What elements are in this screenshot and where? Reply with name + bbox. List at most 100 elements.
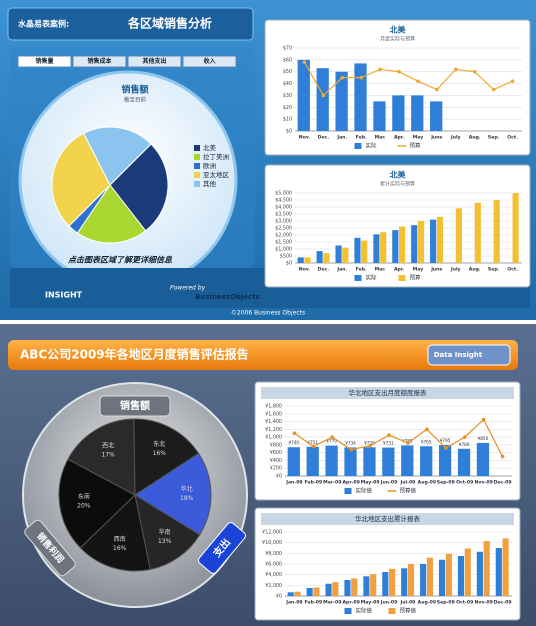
x-tick-label: Apr. [394, 135, 404, 141]
bar [344, 447, 357, 476]
bar [335, 245, 342, 263]
bar [325, 583, 332, 596]
tab[interactable] [182, 55, 237, 68]
y-tick-label: $4,000 [275, 205, 292, 211]
legend-label: 拉丁美洲 [203, 152, 229, 161]
legend-label: 预算值 [400, 607, 417, 615]
chart-subtitle: 月度实际与预算 [380, 36, 415, 43]
y-tick-label: $2,500 [275, 226, 292, 232]
slice-value: 18% [180, 495, 194, 502]
y-tick-label: ¥8,000 [265, 551, 282, 557]
bar-value-label: ¥751 [307, 440, 318, 445]
pie-slice [134, 452, 212, 536]
x-tick-label: Apr-09 [342, 600, 359, 606]
x-tick-label: Jun-09 [380, 600, 398, 606]
slice-name: 西南 [114, 535, 126, 543]
chart-title: 华北地区支出累计报表 [355, 514, 421, 523]
x-tick-label: May-09 [361, 600, 380, 606]
y-tick-label: ¥0 [276, 594, 282, 600]
x-tick-label: Feb-09 [305, 600, 323, 606]
x-tick-label: Dec. [318, 135, 330, 141]
bar [363, 447, 376, 476]
pie-slice [109, 143, 169, 232]
x-tick-label: Oct. [507, 135, 518, 141]
dashboard-title: 各区域销售分析 [127, 16, 212, 31]
bar [304, 257, 311, 263]
tab[interactable] [72, 55, 127, 68]
x-tick-label: May-09 [361, 480, 380, 486]
legend-swatch [194, 145, 200, 151]
bar [382, 572, 389, 596]
tab[interactable] [127, 55, 182, 68]
legend-label: 预算 [410, 274, 422, 282]
bar [344, 580, 351, 596]
x-tick-label: Mar. [375, 135, 386, 141]
bar [361, 240, 368, 263]
slice-name: 西北 [102, 441, 114, 449]
line-marker [368, 443, 372, 448]
y-tick-label: $10 [283, 117, 292, 123]
line-marker [302, 60, 307, 65]
tab[interactable] [17, 55, 72, 68]
legend-label: 实际值 [356, 607, 373, 615]
x-tick-label: Mar. [375, 267, 386, 273]
x-tick-label: Apr. [394, 267, 404, 273]
legend-swatch [344, 608, 352, 614]
logo: INSIGHT [45, 291, 83, 300]
x-tick-label: July [450, 135, 461, 141]
y-tick-label: $70 [283, 46, 292, 52]
legend-label: 预算值 [400, 487, 417, 495]
slice-value: 16% [113, 545, 127, 552]
pie-slice [82, 126, 152, 186]
bar [297, 59, 310, 131]
legend-label: 实际 [366, 274, 378, 282]
bar [287, 447, 300, 476]
line-marker [340, 75, 345, 80]
y-tick-label: ¥1,800 [265, 404, 282, 410]
bar-value-label: ¥779 [326, 439, 337, 444]
x-tick-label: June [430, 267, 442, 273]
chart-panel [264, 164, 531, 288]
chart-title: 北美 [390, 25, 407, 35]
y-tick-label: ¥400 [270, 458, 282, 464]
y-tick-label: ¥2,000 [265, 583, 282, 589]
legend-label: 其他 [203, 179, 217, 188]
legend-swatch [388, 608, 396, 614]
x-tick-label: Aug. [469, 135, 481, 141]
pie-button[interactable] [99, 395, 171, 417]
x-tick-label: Jul-09 [400, 480, 416, 486]
x-tick-label: Feb. [356, 267, 367, 273]
chart-panel [254, 381, 521, 501]
bar [401, 568, 408, 596]
copyright: ©2006 Business Objects [231, 310, 305, 317]
bar [332, 582, 339, 596]
legend-label: 北美 [203, 143, 217, 152]
x-tick-label: Jan-09 [285, 600, 302, 606]
legend-swatch [194, 154, 200, 160]
bar [420, 446, 433, 476]
x-tick-label: Nov-09 [474, 600, 492, 606]
y-tick-label: $50 [283, 69, 292, 75]
pie-button[interactable] [23, 519, 77, 578]
bar-value-label: ¥731 [383, 441, 394, 446]
line-marker [435, 87, 439, 92]
data-insight-button[interactable] [427, 344, 511, 366]
data-insight-label: Data Insight [434, 351, 483, 359]
bar [351, 578, 358, 596]
slice-name: 东北 [153, 440, 165, 448]
bar [426, 557, 434, 596]
y-tick-label: $40 [283, 81, 292, 87]
chart-subtitle: 累计实际与预算 [380, 181, 415, 188]
slice-name: 东南 [78, 493, 90, 501]
legend-swatch [354, 275, 362, 281]
line-marker [406, 441, 410, 445]
bar [335, 71, 348, 131]
line-marker [330, 435, 335, 439]
x-tick-label: Jan. [336, 135, 347, 141]
x-tick-label: July [450, 267, 461, 273]
x-tick-label: Mar-09 [323, 480, 341, 486]
bar [438, 559, 446, 596]
y-tick-label: $0 [286, 261, 292, 267]
pie-button[interactable] [197, 521, 247, 575]
y-tick-label: ¥200 [270, 466, 282, 472]
